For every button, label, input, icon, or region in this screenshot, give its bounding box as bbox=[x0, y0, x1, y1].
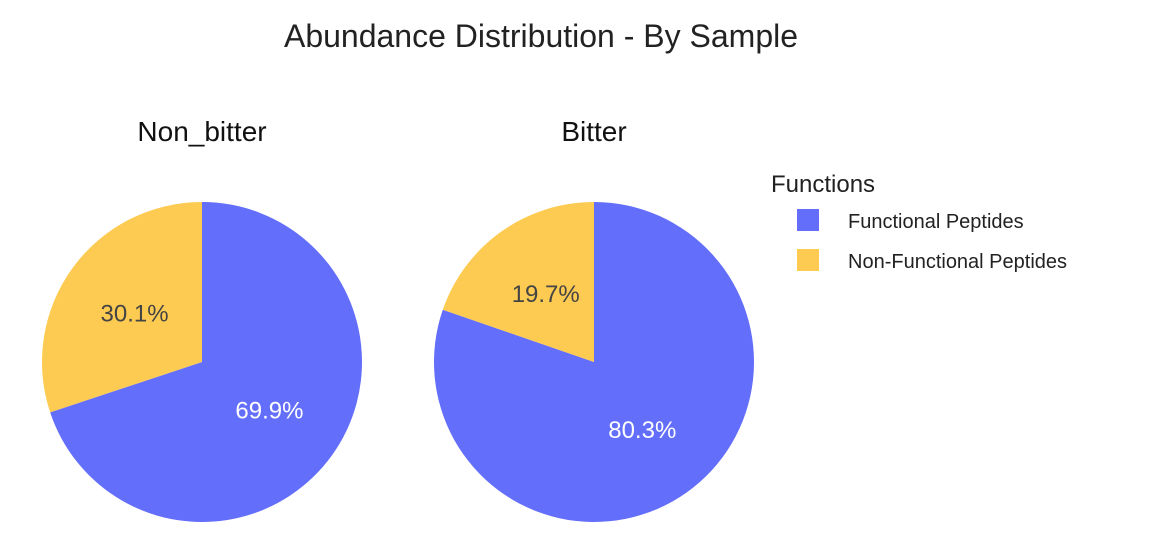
legend: Functions Functional Peptides Non-Functi… bbox=[771, 171, 1067, 273]
pie-title: Bitter bbox=[561, 116, 626, 147]
slice-label: 19.7% bbox=[512, 281, 580, 308]
pie-slice-non-functional-peptides[interactable] bbox=[442, 202, 594, 362]
slice-label: 30.1% bbox=[101, 300, 169, 327]
slice-label: 80.3% bbox=[608, 417, 676, 444]
legend-label: Functional Peptides bbox=[848, 211, 1024, 233]
pie-bitter: Bitter 80.3% 19.7% bbox=[434, 116, 754, 522]
chart-title: Abundance Distribution - By Sample bbox=[284, 18, 798, 54]
legend-swatch-functional bbox=[797, 209, 819, 231]
pie-slice-non-functional-peptides[interactable] bbox=[41, 202, 202, 413]
pie-non-bitter: Non_bitter 69.9% 30.1% bbox=[41, 116, 362, 523]
legend-item[interactable]: Functional Peptides bbox=[797, 209, 1024, 233]
pie-slice-functional-peptides[interactable] bbox=[50, 202, 362, 523]
pie-title: Non_bitter bbox=[137, 116, 266, 147]
legend-swatch-non-functional bbox=[797, 249, 819, 271]
legend-item[interactable]: Non-Functional Peptides bbox=[797, 249, 1067, 273]
legend-label: Non-Functional Peptides bbox=[848, 251, 1067, 273]
legend-title: Functions bbox=[771, 171, 875, 198]
slice-label: 69.9% bbox=[235, 398, 303, 425]
